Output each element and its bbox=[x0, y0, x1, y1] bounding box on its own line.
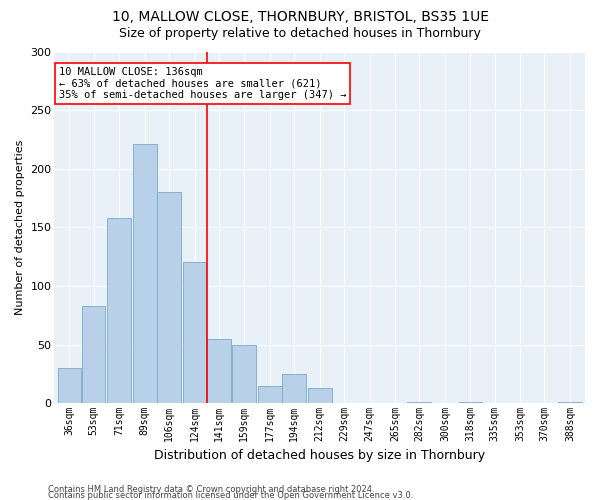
Bar bbox=[458, 402, 482, 403]
Bar bbox=[308, 388, 332, 403]
Bar bbox=[258, 386, 282, 403]
Bar bbox=[182, 262, 206, 403]
Bar bbox=[282, 374, 306, 403]
Bar bbox=[232, 344, 256, 403]
Text: Contains HM Land Registry data © Crown copyright and database right 2024.: Contains HM Land Registry data © Crown c… bbox=[48, 484, 374, 494]
Bar bbox=[82, 306, 106, 403]
Text: Contains public sector information licensed under the Open Government Licence v3: Contains public sector information licen… bbox=[48, 491, 413, 500]
Bar bbox=[107, 218, 131, 403]
Bar bbox=[558, 402, 582, 403]
Bar bbox=[133, 144, 157, 403]
Bar bbox=[58, 368, 81, 403]
Text: 10 MALLOW CLOSE: 136sqm
← 63% of detached houses are smaller (621)
35% of semi-d: 10 MALLOW CLOSE: 136sqm ← 63% of detache… bbox=[59, 66, 346, 100]
Bar bbox=[157, 192, 181, 403]
Text: Size of property relative to detached houses in Thornbury: Size of property relative to detached ho… bbox=[119, 28, 481, 40]
Bar bbox=[207, 338, 230, 403]
Text: 10, MALLOW CLOSE, THORNBURY, BRISTOL, BS35 1UE: 10, MALLOW CLOSE, THORNBURY, BRISTOL, BS… bbox=[112, 10, 488, 24]
Y-axis label: Number of detached properties: Number of detached properties bbox=[15, 140, 25, 315]
Bar bbox=[407, 402, 431, 403]
X-axis label: Distribution of detached houses by size in Thornbury: Distribution of detached houses by size … bbox=[154, 450, 485, 462]
